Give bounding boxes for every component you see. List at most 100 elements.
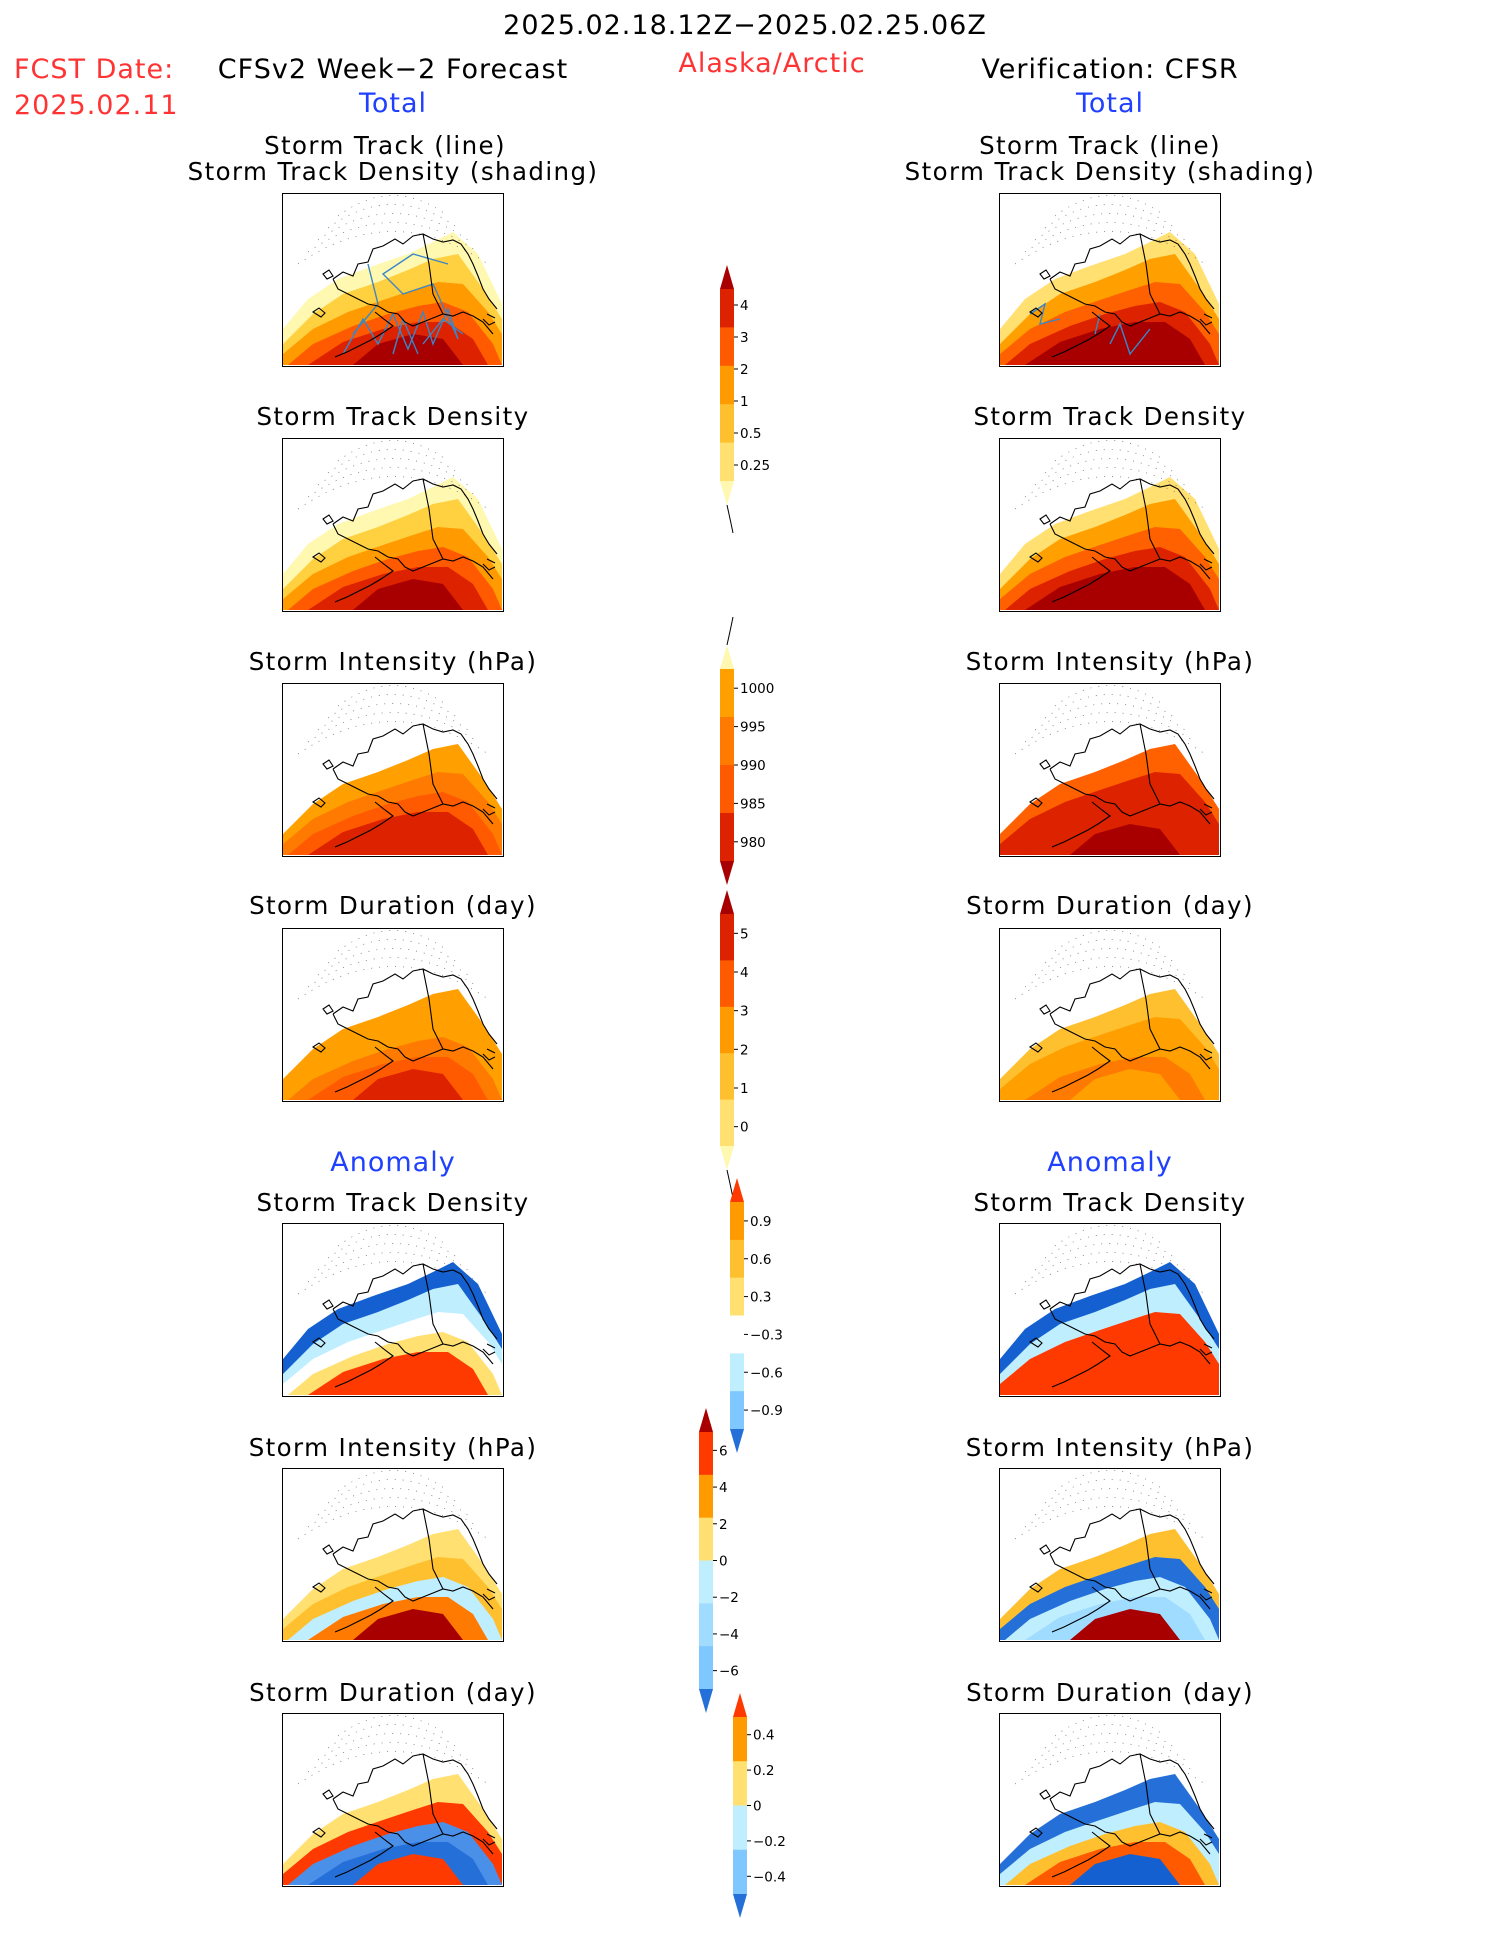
graticule-line	[1044, 449, 1176, 474]
map-left-anom-duration	[282, 1713, 504, 1887]
colorbar-label: 0.4	[753, 1728, 774, 1744]
colorbar-segment	[720, 365, 734, 405]
contour-region	[353, 1854, 463, 1885]
colorbar-cap	[730, 1178, 744, 1202]
colorbar-segment	[699, 1603, 713, 1647]
contour-region	[353, 824, 463, 855]
right-title-anom-density: Storm Track Density	[973, 1188, 1247, 1217]
colorbar-svg: 0.4 0.2 0 −0.2 −0.4	[733, 1693, 786, 1918]
left-title-track-line-2: Storm Track Density (shading)	[187, 157, 599, 186]
graticule-line	[327, 1234, 459, 1259]
colorbar-segment	[730, 1239, 744, 1279]
colorbar-tail	[726, 504, 734, 534]
graticule-line	[337, 1715, 449, 1737]
colorbar-segment	[699, 1646, 713, 1690]
colorbar-label: 980	[740, 835, 766, 851]
colorbar-segment	[720, 717, 734, 766]
colorbar-cap	[699, 1408, 713, 1432]
graticule-line	[317, 1243, 469, 1271]
colorbar-label: 1000	[740, 681, 774, 697]
colorbar-intensity: 1000 995 990 985 980	[720, 616, 800, 915]
map-right-anom-duration	[999, 1713, 1221, 1887]
colorbar-label: −2	[719, 1590, 739, 1606]
map-right-track-line	[999, 193, 1221, 367]
map-canvas	[283, 195, 502, 365]
map-canvas	[283, 1715, 502, 1885]
colorbar-anom-intensity: 6 4 2 0 −2 −4 −6	[699, 1408, 779, 1743]
colorbar-label: 6	[719, 1443, 728, 1459]
map-left-track-line	[282, 193, 504, 367]
colorbar-segment	[720, 404, 734, 444]
section-anomaly-left: Anomaly	[330, 1147, 456, 1178]
colorbar-label: 0.5	[740, 426, 761, 442]
colorbar-label: −0.4	[753, 1869, 786, 1885]
graticule-line	[1054, 930, 1166, 952]
section-total-right: Total	[1075, 88, 1145, 119]
colorbar-tail	[726, 616, 734, 646]
map-right-anom-intensity	[999, 1468, 1221, 1642]
colorbar-segment	[733, 1717, 747, 1762]
colorbar-label: −0.9	[750, 1403, 783, 1419]
map-canvas	[1000, 685, 1219, 855]
colorbar-cap	[730, 1429, 744, 1453]
section-total-left: Total	[358, 88, 428, 119]
graticule-line	[1054, 1715, 1166, 1737]
map-canvas	[1000, 1470, 1219, 1640]
contour-region	[1070, 824, 1180, 855]
colorbar-label: 2	[740, 1042, 749, 1058]
coastline	[1028, 478, 1215, 603]
colorbar-label: −0.2	[753, 1834, 786, 1850]
colorbar-segment	[720, 1006, 734, 1054]
contour-region	[1070, 1854, 1180, 1885]
graticule-line	[327, 694, 459, 719]
right-title-duration: Storm Duration (day)	[966, 891, 1254, 920]
map-right-track-density	[999, 438, 1221, 612]
colorbar-segment	[699, 1560, 713, 1604]
colorbar-label: 0.3	[750, 1290, 771, 1306]
contour-region	[1070, 579, 1180, 610]
map-canvas	[283, 1470, 502, 1640]
colorbar-segment	[699, 1517, 713, 1561]
graticule-line	[327, 204, 459, 229]
graticule-line	[1054, 1225, 1166, 1247]
colorbar-segment	[720, 442, 734, 482]
colorbar-label: 2	[719, 1517, 728, 1533]
coastline	[1028, 233, 1215, 358]
graticule-line	[1054, 195, 1166, 217]
graticule-line	[1034, 1243, 1186, 1271]
colorbar-label: 3	[740, 330, 749, 346]
left-title-anom-intensity: Storm Intensity (hPa)	[248, 1433, 538, 1462]
left-title-duration: Storm Duration (day)	[249, 891, 537, 920]
graticule-line	[1044, 939, 1176, 964]
colorbar-segment	[720, 327, 734, 367]
map-left-duration	[282, 928, 504, 1102]
fcst-date-value: 2025.02.11	[14, 90, 179, 121]
graticule-line	[1054, 685, 1166, 707]
colorbar-label: 3	[740, 1004, 749, 1020]
verification-title: Verification: CFSR	[981, 54, 1239, 85]
graticule-line	[1034, 1733, 1186, 1761]
map-canvas	[1000, 440, 1219, 610]
left-title-anom-duration: Storm Duration (day)	[249, 1678, 537, 1707]
colorbar-segment	[733, 1761, 747, 1806]
colorbar-label: 5	[740, 926, 749, 942]
model-title: CFSv2 Week−2 Forecast	[217, 54, 569, 85]
colorbar-segment	[720, 960, 734, 1008]
graticule-line	[317, 1488, 469, 1516]
map-canvas	[283, 440, 502, 610]
right-title-anom-duration: Storm Duration (day)	[966, 1678, 1254, 1707]
colorbar-segment	[720, 914, 734, 961]
graticule-line	[1034, 703, 1186, 731]
contour-region	[1070, 1069, 1180, 1100]
colorbar-svg: 6 4 2 0 −2 −4 −6	[699, 1408, 739, 1713]
colorbar-segment	[720, 765, 734, 814]
graticule-line	[1044, 1724, 1176, 1749]
graticule-line	[317, 1733, 469, 1761]
graticule-line	[1044, 204, 1176, 229]
graticule-line	[1044, 1234, 1176, 1259]
colorbar-svg: 4 3 2 1 0.5 0.25	[720, 265, 770, 534]
map-canvas	[1000, 1715, 1219, 1885]
colorbar-segment	[720, 289, 734, 328]
storm-track-line	[342, 253, 464, 355]
graticule-line	[1044, 694, 1176, 719]
